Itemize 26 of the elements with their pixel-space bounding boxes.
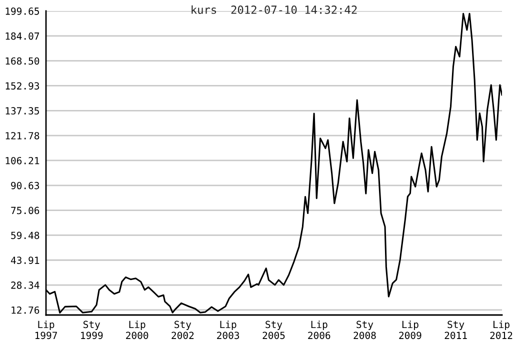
x-tick-label: Sty 1999: [81, 320, 103, 340]
y-tick-label: 184.07: [6, 32, 40, 40]
y-tick-label: 43.91: [10, 256, 40, 264]
x-tick-label: Sty 2005: [262, 320, 285, 340]
y-tick-label: 75.06: [11, 206, 40, 214]
chart-title: kurs 2012-07-10 14:32:42: [192, 5, 357, 14]
y-tick-label: 28.34: [11, 282, 40, 289]
x-tick-label: Lip 2003: [217, 320, 240, 340]
y-tick-label: 90.63: [11, 182, 40, 190]
x-tick-label: Lip 1997: [35, 320, 57, 340]
line-series: [46, 12, 502, 314]
x-tick-label: Lip 2000: [126, 320, 148, 340]
x-tick-label: Lip 2012: [490, 320, 512, 340]
y-tick-label: 199.65: [6, 8, 39, 15]
y-tick-label: 152.93: [6, 82, 40, 90]
x-tick-label: Lip 2009: [399, 320, 422, 340]
y-tick-label: 59.48: [11, 232, 40, 240]
y-tick-label: 106.21: [6, 156, 40, 164]
x-tick-label: Sty 2011: [444, 320, 467, 340]
y-tick-label: 12.76: [12, 306, 40, 314]
y-tick-label: 121.78: [6, 132, 40, 140]
x-tick-label: Sty 2008: [354, 320, 376, 340]
y-tick-label: 168.50: [6, 57, 40, 65]
x-tick-label: Sty 2002: [172, 320, 194, 340]
y-tick-label: 137.35: [6, 107, 39, 115]
x-tick-label: Lip 2006: [308, 320, 330, 340]
